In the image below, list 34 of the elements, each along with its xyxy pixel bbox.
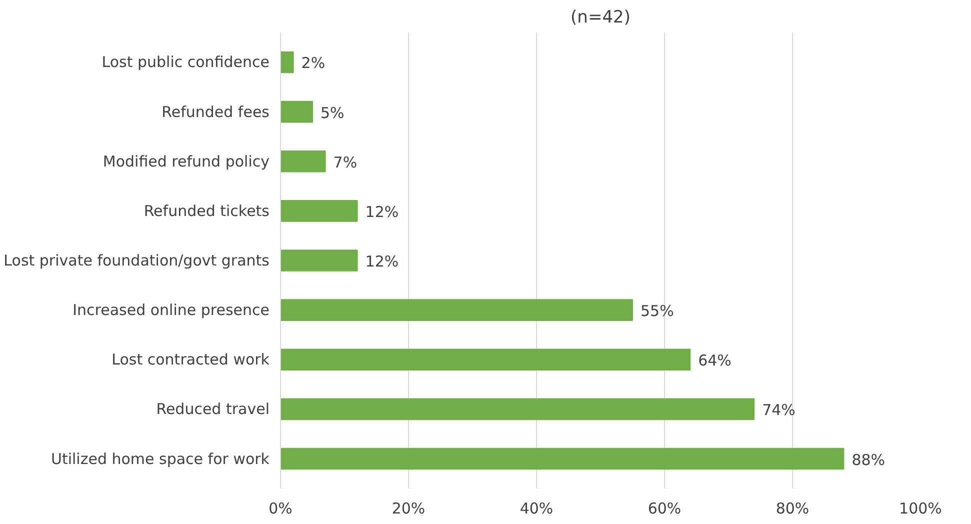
bar [280, 448, 844, 470]
y-tick-label: Refunded tickets [144, 202, 270, 220]
y-tick-label: Refunded fees [162, 102, 270, 121]
bar [280, 299, 633, 321]
y-tick-label: Utilized home space for work [50, 450, 270, 468]
bar [280, 200, 358, 222]
y-tick-label: Increased online presence [72, 301, 270, 320]
y-tick-label: Lost contracted work [112, 350, 270, 369]
data-label: 88% [852, 450, 886, 469]
y-tick-label: Reduced travel [156, 400, 270, 418]
x-tick-label: 40% [520, 500, 554, 518]
data-label: 5% [320, 104, 344, 122]
bar [280, 51, 294, 74]
y-tick-label: Modified refund policy [102, 152, 270, 170]
chart-title: (n=42) [570, 8, 630, 28]
bar [280, 150, 326, 172]
data-label: 12% [365, 252, 399, 270]
x-tick-label: 60% [648, 500, 682, 518]
data-label: 55% [640, 302, 674, 320]
data-label: 12% [365, 202, 399, 221]
data-label: 64% [698, 352, 732, 370]
x-tick-label: 0% [268, 500, 292, 518]
y-tick-label: Lost public confidence [102, 53, 270, 72]
x-tick-label: 20% [392, 500, 426, 518]
bar [280, 100, 313, 123]
y-tick-label: Lost private foundation/govt grants [4, 252, 270, 270]
x-tick-label: 80% [776, 500, 810, 518]
bar [280, 348, 691, 371]
x-tick-label: 100% [899, 500, 942, 518]
data-label: 74% [762, 401, 796, 420]
data-label: 2% [301, 54, 326, 72]
bar [280, 398, 755, 420]
bar [280, 250, 358, 272]
data-label: 7% [333, 153, 358, 172]
